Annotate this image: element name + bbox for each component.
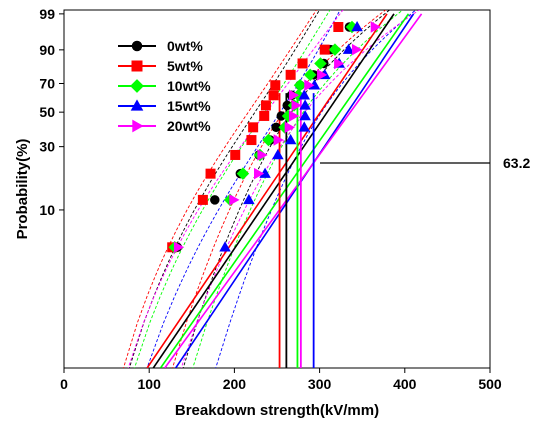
y-tick-label: 50: [39, 104, 55, 120]
data-point: [270, 80, 281, 91]
data-point: [248, 122, 259, 133]
x-tick-label: 400: [393, 376, 417, 392]
data-point: [351, 43, 363, 56]
data-point: [236, 167, 250, 180]
fit-line: [159, 13, 410, 368]
data-point: [345, 20, 359, 34]
x-tick-label: 300: [308, 376, 332, 392]
plot-area: [63, 9, 491, 369]
data-point: [333, 22, 344, 33]
y-tick-label: 99: [39, 6, 55, 22]
legend: 0wt% 5wt% 10wt% 15wt% 20wt%: [118, 38, 211, 134]
legend-swatch-marker: [131, 40, 143, 52]
y-tick-label: 90: [39, 42, 55, 58]
data-point: [297, 58, 308, 69]
data-point: [284, 121, 295, 134]
x-tick-label: 0: [60, 376, 68, 392]
data-point: [262, 133, 275, 147]
data-point: [351, 21, 363, 32]
data-point: [276, 111, 287, 121]
data-point: [246, 135, 257, 146]
data-point: [272, 148, 284, 160]
data-point: [273, 134, 284, 146]
legend-label: 15wt%: [167, 98, 211, 114]
data-point: [334, 57, 345, 70]
data-point: [285, 69, 296, 80]
data-point: [288, 110, 300, 122]
legend-swatch-marker: [131, 60, 143, 72]
data-point: [257, 149, 268, 161]
legend-swatch-marker: [132, 119, 144, 133]
annotation-63-2: 63.2: [320, 155, 530, 171]
data-point: [317, 69, 328, 81]
legend-label: 0wt%: [167, 38, 203, 54]
data-point: [308, 79, 321, 90]
data-point: [260, 100, 271, 111]
data-point: [268, 90, 279, 101]
data-point: [254, 167, 265, 180]
data-point: [271, 122, 281, 133]
x-tick-label: 200: [223, 376, 247, 392]
data-point: [259, 167, 271, 178]
data-point: [259, 110, 270, 121]
x-tick-label: 100: [138, 376, 162, 392]
fit-line: [152, 13, 395, 368]
data-point: [303, 68, 317, 82]
data-point: [219, 241, 231, 252]
data-point: [304, 79, 315, 91]
data-point: [230, 149, 241, 160]
data-point: [173, 241, 185, 254]
data-point: [314, 57, 327, 70]
y-axis-ticks: 10 30 50 70 90 99: [39, 6, 64, 218]
x-tick-label: 500: [478, 376, 502, 392]
data-point: [243, 193, 255, 205]
data-point: [288, 89, 300, 102]
x-axis-title: Breakdown strength(kV/mm): [175, 402, 379, 419]
data-point: [298, 121, 311, 132]
annotation-label: 63.2: [503, 155, 530, 171]
y-tick-label: 70: [39, 76, 55, 92]
data-point: [342, 43, 355, 54]
data-point: [293, 78, 307, 92]
data-point: [299, 109, 311, 121]
legend-swatch-marker: [130, 99, 144, 111]
legend-label: 5wt%: [167, 58, 203, 74]
data-point: [299, 99, 311, 110]
confidence-band: [122, 10, 318, 368]
data-point: [197, 194, 208, 205]
y-axis-title: Probability(%): [14, 139, 31, 240]
data-point: [284, 134, 297, 145]
data-point: [298, 89, 311, 100]
y-tick-label: 10: [39, 202, 55, 218]
legend-label: 20wt%: [167, 118, 211, 134]
fit-line: [164, 13, 423, 368]
fit-line: [146, 13, 388, 368]
data-point: [291, 99, 302, 112]
x-axis-ticks: 0 100 200 300 400 500: [60, 368, 502, 392]
fit-line: [175, 13, 415, 368]
y-tick-label: 30: [39, 139, 55, 155]
legend-swatch-marker: [130, 79, 144, 93]
data-point: [210, 195, 220, 205]
confidence-band: [128, 10, 321, 368]
data-point: [328, 43, 342, 56]
data-point: [319, 44, 330, 55]
fit-lines: [146, 13, 423, 368]
legend-label: 10wt%: [167, 78, 211, 94]
data-markers: [167, 20, 381, 254]
data-point: [282, 100, 292, 111]
data-point: [229, 194, 240, 206]
data-point: [370, 21, 381, 33]
data-point: [205, 168, 216, 179]
